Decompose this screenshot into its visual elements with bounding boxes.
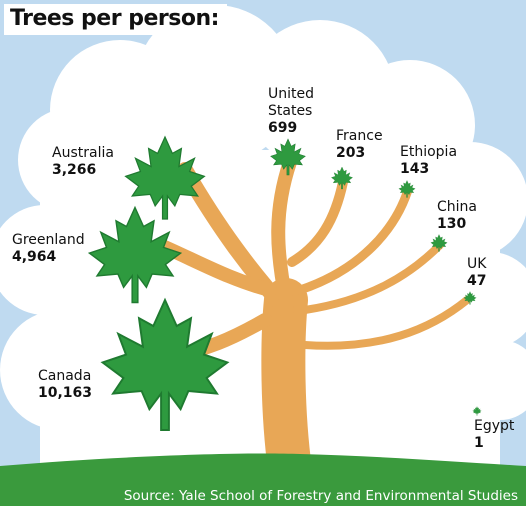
country-value: 130 [437,216,467,232]
ground [0,453,526,506]
country-name: France [336,128,383,144]
label-uk: UK 47 [467,256,486,290]
country-name: Ethiopia [400,144,458,160]
country-name: Greenland [12,232,85,248]
country-value: 203 [336,145,366,161]
source-credit: Source: Yale School of Forestry and Envi… [123,488,518,504]
country-name: Egypt [474,418,515,434]
country-name: Canada [38,368,92,384]
country-name: Australia [52,145,114,161]
label-france: France 203 [336,128,383,162]
country-value: 699 [268,120,298,136]
chart-title: Trees per person: [10,6,219,31]
country-value: 3,266 [52,162,97,178]
country-value: 10,163 [38,385,93,401]
country-name: United States [268,86,314,119]
country-name: UK [467,256,487,272]
country-value: 47 [467,273,487,289]
country-value: 4,964 [12,249,57,265]
label-canada: Canada 10,163 [38,368,92,402]
cloud [0,5,526,490]
tree-trunk [153,155,471,492]
country-name: China [437,199,477,215]
label-greenland: Greenland 4,964 [12,232,85,266]
label-egypt: Egypt 1 [474,418,514,452]
country-value: 1 [474,435,484,451]
country-value: 143 [400,161,430,177]
label-united-states: United States 699 [268,86,338,137]
title-box: Trees per person: [4,4,227,35]
label-australia: Australia 3,266 [52,145,114,179]
label-china: China 130 [437,199,477,233]
label-ethiopia: Ethiopia 143 [400,144,457,178]
